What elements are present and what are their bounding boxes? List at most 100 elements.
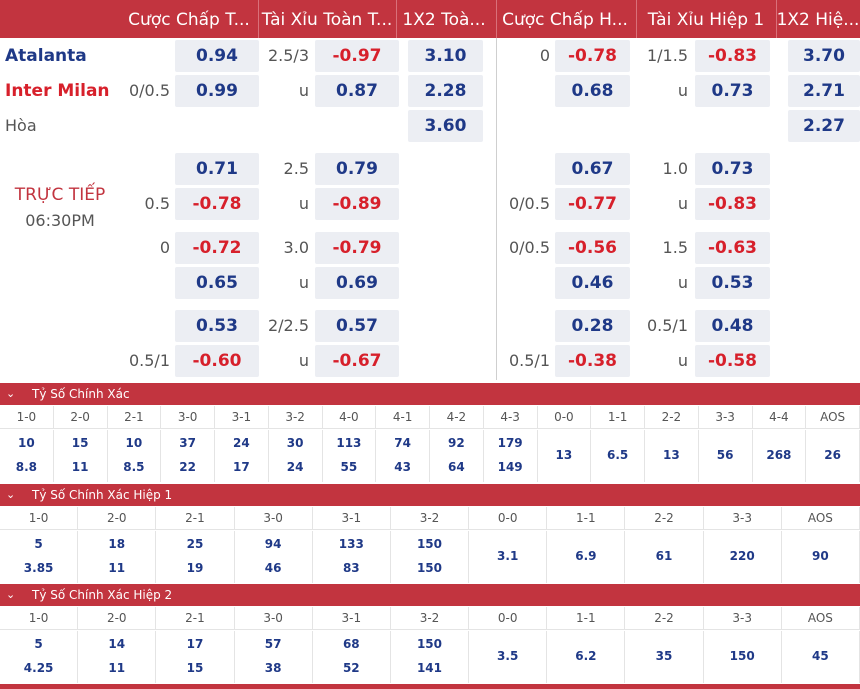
- half-handicap-line: 0/0.5: [508, 238, 550, 257]
- odds-half-under[interactable]: 0.53: [695, 267, 770, 299]
- score-odds-cell[interactable]: 179 149: [484, 430, 538, 482]
- header-over-under-full[interactable]: Tài Xỉu Toàn T...: [261, 10, 393, 30]
- odds-under[interactable]: -0.89: [315, 188, 399, 220]
- score-odds-cell[interactable]: 3.1: [469, 531, 548, 583]
- score-column-label: 1-1: [591, 406, 645, 429]
- score-odds-cell[interactable]: 5 3.85: [0, 531, 79, 583]
- odds-half-handicap[interactable]: 0.67: [555, 153, 630, 185]
- score-odds-cell[interactable]: 37 22: [161, 430, 215, 482]
- odds-1x2-away[interactable]: 2.28: [408, 75, 483, 107]
- section-header-correct-score-half1[interactable]: ⌄ Tỷ Số Chính Xác Hiệp 1: [0, 484, 860, 506]
- score-odds-cell[interactable]: 13: [645, 430, 699, 482]
- score-odds-cell[interactable]: 68 52: [313, 631, 391, 683]
- score-odds-cell[interactable]: 6.2: [547, 631, 626, 683]
- odds-handicap[interactable]: 0.65: [175, 267, 259, 299]
- score-odds-cell[interactable]: 10 8.8: [0, 430, 54, 482]
- odds-half-over[interactable]: -0.83: [695, 40, 770, 72]
- score-odds-cell[interactable]: 13: [538, 430, 592, 482]
- score-odds-cell[interactable]: 94 46: [235, 531, 313, 583]
- handicap-line: 0.5/1: [128, 351, 170, 370]
- score-odds-top: 61: [655, 549, 673, 563]
- header-divider: [496, 0, 497, 38]
- header-handicap-half[interactable]: Cược Chấp H...: [502, 10, 628, 30]
- odds-half-handicap[interactable]: 0.28: [555, 310, 630, 342]
- odds-half-handicap-away[interactable]: 0.68: [555, 75, 630, 107]
- odds-1x2-home[interactable]: 3.10: [408, 40, 483, 72]
- score-odds-cell[interactable]: 220: [704, 531, 782, 583]
- score-odds-cell[interactable]: 113 55: [323, 430, 377, 482]
- odds-half-over[interactable]: 0.48: [695, 310, 770, 342]
- odds-handicap[interactable]: 0.71: [175, 153, 259, 185]
- score-odds-cell[interactable]: 30 24: [269, 430, 323, 482]
- odds-under[interactable]: 0.69: [315, 267, 399, 299]
- odds-under[interactable]: 0.87: [315, 75, 399, 107]
- score-odds-cell[interactable]: 92 64: [430, 430, 484, 482]
- odds-handicap[interactable]: -0.72: [175, 232, 259, 264]
- odds-header-bar: Cược Chấp T... Tài Xỉu Toàn T... 1X2 Toà…: [0, 0, 860, 38]
- odds-half-under[interactable]: -0.83: [695, 188, 770, 220]
- score-odds-cell[interactable]: 268: [753, 430, 807, 482]
- score-odds-cell[interactable]: 150 141: [391, 631, 470, 683]
- odds-over[interactable]: 0.79: [315, 153, 399, 185]
- score-odds-cell[interactable]: 133 83: [313, 531, 391, 583]
- score-odds-cell[interactable]: 150: [704, 631, 782, 683]
- header-1x2-half[interactable]: 1X2 Hiệ...: [776, 10, 860, 30]
- odds-handicap[interactable]: 0.53: [175, 310, 259, 342]
- odds-half-handicap[interactable]: -0.38: [555, 345, 630, 377]
- odds-handicap[interactable]: -0.60: [175, 345, 259, 377]
- odds-half-over[interactable]: 0.73: [695, 153, 770, 185]
- header-1x2-full[interactable]: 1X2 Toà...: [402, 10, 486, 30]
- section-header-correct-score[interactable]: ⌄ Tỷ Số Chính Xác: [0, 383, 860, 405]
- score-odds-cell[interactable]: 56: [699, 430, 753, 482]
- score-odds-cell[interactable]: 45: [782, 631, 860, 683]
- odds-half-1x2-draw[interactable]: 2.27: [788, 110, 860, 142]
- score-odds-top: 57: [264, 637, 282, 651]
- score-odds-cell[interactable]: 74 43: [376, 430, 430, 482]
- odds-handicap[interactable]: -0.78: [175, 188, 259, 220]
- section-header-correct-score-half2[interactable]: ⌄ Tỷ Số Chính Xác Hiệp 2: [0, 584, 860, 606]
- score-odds-top: 3.1: [497, 549, 519, 563]
- score-odds-cell[interactable]: 3.5: [469, 631, 548, 683]
- under-label: u: [298, 194, 309, 213]
- header-over-under-half[interactable]: Tài Xỉu Hiệp 1: [647, 10, 765, 30]
- score-odds-cell[interactable]: 24 17: [215, 430, 269, 482]
- odds-half-handicap[interactable]: -0.56: [555, 232, 630, 264]
- score-odds-top: 6.2: [575, 649, 597, 663]
- odds-over[interactable]: 0.57: [315, 310, 399, 342]
- header-handicap-full[interactable]: Cược Chấp T...: [128, 10, 250, 30]
- score-column-label: 3-0: [235, 507, 313, 530]
- score-odds-cell[interactable]: 57 38: [235, 631, 313, 683]
- score-odds-cell[interactable]: 26: [806, 430, 860, 482]
- score-odds-cell[interactable]: 15 11: [54, 430, 108, 482]
- score-odds-cell[interactable]: 6.5: [591, 430, 645, 482]
- score-odds-cell[interactable]: 150 150: [391, 531, 470, 583]
- score-odds-cell[interactable]: 10 8.5: [108, 430, 162, 482]
- odds-half-under[interactable]: -0.58: [695, 345, 770, 377]
- odds-over[interactable]: -0.97: [315, 40, 399, 72]
- odds-half-handicap[interactable]: 0.46: [555, 267, 630, 299]
- odds-half-handicap[interactable]: -0.77: [555, 188, 630, 220]
- odds-handicap-home[interactable]: 0.94: [175, 40, 259, 72]
- odds-half-over[interactable]: -0.63: [695, 232, 770, 264]
- score-odds-cell[interactable]: 90: [782, 531, 860, 583]
- score-odds-cell[interactable]: 25 19: [156, 531, 235, 583]
- odds-half-under[interactable]: 0.73: [695, 75, 770, 107]
- odds-under[interactable]: -0.67: [315, 345, 399, 377]
- odds-1x2-draw[interactable]: 3.60: [408, 110, 483, 142]
- score-odds-cell[interactable]: 14 11: [78, 631, 157, 683]
- score-odds-cell[interactable]: 17 15: [156, 631, 235, 683]
- odds-half-handicap-home[interactable]: -0.78: [555, 40, 630, 72]
- score-odds-cell[interactable]: 6.9: [547, 531, 626, 583]
- score-column-label: 3-1: [313, 607, 391, 630]
- over-under-line: 2.5/3: [267, 46, 309, 65]
- odds-half-1x2-away[interactable]: 2.71: [788, 75, 860, 107]
- score-odds-cell[interactable]: 61: [625, 531, 704, 583]
- score-odds-cell[interactable]: 5 4.25: [0, 631, 79, 683]
- score-odds-bottom: 141: [416, 661, 443, 675]
- score-odds-cell[interactable]: 35: [625, 631, 704, 683]
- score-odds-cell[interactable]: 18 11: [78, 531, 157, 583]
- odds-half-1x2-home[interactable]: 3.70: [788, 40, 860, 72]
- odds-handicap-away[interactable]: 0.99: [175, 75, 259, 107]
- odds-over[interactable]: -0.79: [315, 232, 399, 264]
